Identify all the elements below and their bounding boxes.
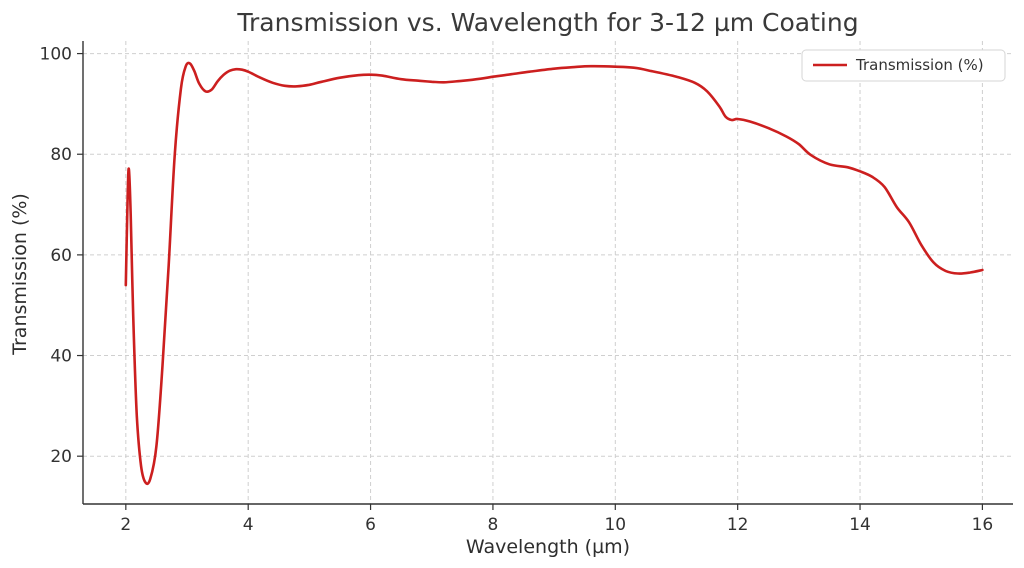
x-tick-label: 12 — [727, 515, 749, 535]
x-tick-label: 14 — [849, 515, 871, 535]
x-tick-label: 2 — [120, 515, 131, 535]
y-tick-label: 60 — [50, 246, 72, 266]
grid-lines — [83, 41, 1013, 504]
x-tick-label: 6 — [365, 515, 376, 535]
y-axis-ticks: 20 40 60 80 100 — [40, 45, 83, 467]
x-axis-label: Wavelength (µm) — [466, 536, 630, 558]
x-tick-label: 16 — [972, 515, 994, 535]
x-tick-label: 8 — [488, 515, 499, 535]
y-tick-label: 20 — [50, 447, 72, 467]
x-axis-ticks: 2 4 6 8 10 12 14 16 — [120, 504, 993, 535]
legend-box — [801, 49, 1006, 82]
legend-label-transmission: Transmission (%) — [855, 56, 984, 74]
y-tick-label: 40 — [50, 347, 72, 367]
x-tick-label: 10 — [604, 515, 626, 535]
y-tick-label: 80 — [50, 145, 72, 165]
chart-title: Transmission vs. Wavelength for 3-12 µm … — [236, 8, 858, 37]
series-line-transmission — [124, 61, 984, 486]
y-axis-label: Transmission (%) — [9, 193, 31, 356]
x-tick-label: 4 — [243, 515, 254, 535]
y-tick-label: 100 — [40, 45, 72, 65]
axes-frame — [82, 41, 1013, 505]
legend: Transmission (%) — [801, 49, 1006, 82]
